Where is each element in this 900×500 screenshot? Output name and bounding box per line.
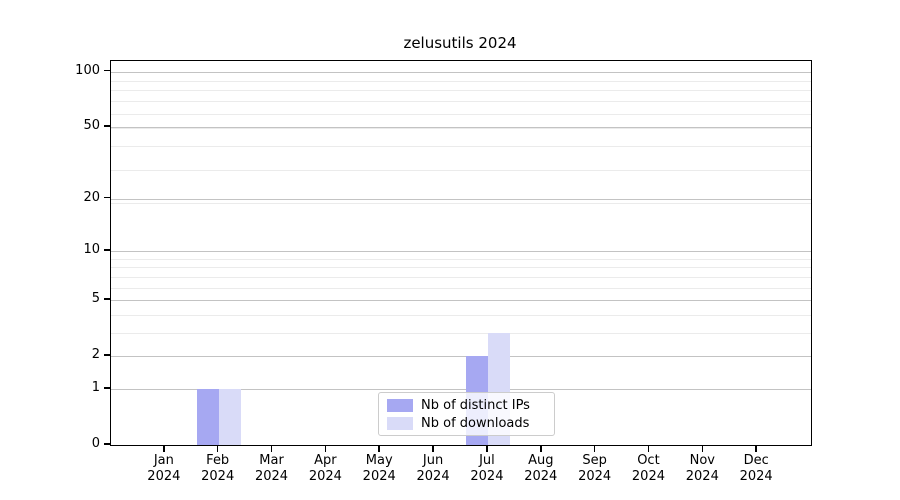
y-axis-tick: [104, 125, 110, 127]
y-axis-tick: [104, 196, 110, 199]
legend-swatch-distinct-ips: [387, 398, 413, 412]
y-axis-tick: [104, 69, 110, 72]
x-axis-tick-label: Jan 2024: [147, 453, 181, 484]
y-axis-tick-label: 2: [91, 347, 100, 363]
gridline-minor: [111, 276, 811, 278]
legend-item-distinct-ips: Nb of distinct IPs: [387, 398, 546, 413]
gridline-minor: [111, 332, 811, 334]
gridline-minor: [111, 258, 811, 260]
gridline-minor: [111, 314, 811, 316]
x-axis-tick: [216, 445, 219, 452]
gridline-minor: [111, 80, 811, 82]
gridline-minor: [111, 72, 811, 74]
gridline-minor: [111, 267, 811, 269]
x-axis-tick-label: Jun 2024: [416, 453, 450, 484]
legend-label-downloads: Nb of downloads: [421, 415, 530, 431]
x-axis-tick: [270, 445, 273, 452]
x-axis-tick-label: Sep 2024: [578, 453, 612, 484]
bar-nb-of-downloads-feb: [218, 388, 241, 445]
x-axis-tick-label: Nov 2024: [685, 453, 719, 484]
gridline-minor: [111, 128, 811, 130]
x-axis-tick-label: Dec 2024: [739, 453, 773, 484]
gridline-minor: [111, 90, 811, 92]
y-axis-tick-label: 0: [91, 436, 100, 451]
bar-layer: [111, 61, 811, 445]
gridline-major: [111, 250, 811, 252]
x-axis-tick: [647, 445, 650, 452]
gridline-major: [111, 356, 811, 358]
x-axis-tick-label: Mar 2024: [254, 453, 289, 484]
x-axis-tick: [163, 445, 165, 452]
gridline-minor: [111, 113, 811, 115]
y-axis-tick-label: 20: [83, 189, 100, 205]
y-axis-tick-label: 10: [83, 241, 100, 257]
legend-item-downloads: Nb of downloads: [387, 416, 546, 431]
gridline-major: [111, 299, 811, 301]
y-axis-tick-label: 50: [83, 117, 100, 133]
x-axis-tick-label: Jul 2024: [470, 453, 504, 484]
gridline-major: [111, 388, 811, 390]
x-axis-tick: [593, 445, 596, 452]
gridline-major: [111, 126, 811, 128]
y-axis-tick-label: 100: [75, 62, 100, 78]
y-axis-tick: [104, 249, 110, 251]
legend-swatch-downloads: [387, 416, 413, 430]
y-axis-tick: [104, 387, 110, 389]
chart-title: zelusutils 2024: [403, 34, 517, 52]
y-axis-tick-label: 5: [91, 290, 100, 306]
x-axis-tick: [540, 445, 542, 452]
gridline-minor: [111, 169, 811, 171]
x-axis-tick-label: May 2024: [362, 453, 396, 484]
x-axis-tick: [378, 445, 380, 452]
x-axis-tick: [486, 445, 488, 452]
y-axis-tick: [104, 443, 110, 445]
x-axis-tick: [432, 445, 434, 452]
x-axis-tick: [755, 445, 757, 452]
gridline-minor: [111, 202, 811, 204]
gridline-minor: [111, 287, 811, 289]
y-axis-tick-label: 1: [91, 379, 100, 395]
legend-label-distinct-ips: Nb of distinct IPs: [421, 397, 530, 413]
gridline-minor: [111, 146, 811, 148]
legend: Nb of distinct IPs Nb of downloads: [378, 392, 555, 436]
y-axis-tick: [104, 354, 110, 356]
x-axis-tick-label: Oct 2024: [631, 453, 665, 484]
gridline-major: [111, 198, 811, 200]
y-axis-tick: [104, 298, 110, 300]
gridline-minor: [111, 101, 811, 103]
x-axis-tick-label: Apr 2024: [308, 453, 342, 484]
x-axis-tick-label: Feb 2024: [201, 453, 235, 484]
x-axis-tick: [324, 445, 327, 452]
bar-nb-of-distinct-ips-feb: [196, 388, 219, 445]
plot-area: [110, 60, 812, 446]
gridline-major: [111, 71, 811, 73]
x-axis-tick: [701, 445, 704, 452]
grid-layer: [111, 61, 811, 445]
x-axis-tick-label: Aug 2024: [524, 453, 558, 484]
